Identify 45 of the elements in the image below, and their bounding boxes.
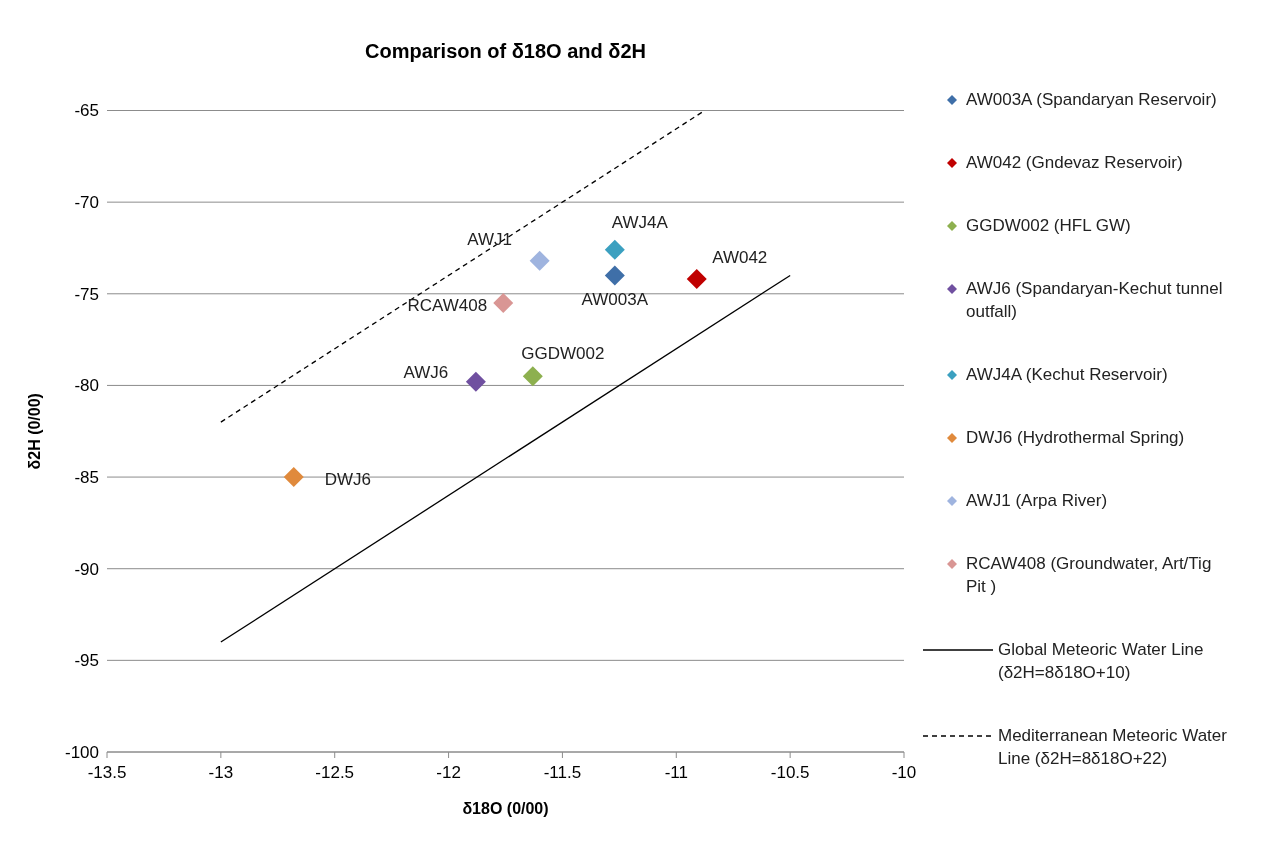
x-tick-label: -13 — [208, 763, 234, 782]
annotation: GGDW002 — [521, 344, 605, 364]
annotation: AW003A — [581, 290, 649, 310]
y-tick-label: -65 — [74, 101, 99, 121]
y-axis-title: δ2H (0/00) — [26, 393, 43, 470]
legend-label: Global Meteoric Water Line (δ2H=8δ18O+10) — [998, 640, 1204, 682]
x-tick-label: -11 — [664, 763, 688, 782]
legend-label: Mediterranean Meteoric Water Line (δ2H=8δ18O+22) — [998, 726, 1228, 768]
point — [522, 366, 543, 387]
y-tick-label: -70 — [74, 193, 99, 213]
y-tick-label: -85 — [74, 468, 99, 488]
point — [529, 250, 550, 271]
x-tick-label: -12 — [436, 763, 461, 782]
legend-label: AW042 (Gndevaz Reservoir) — [966, 153, 1183, 172]
x-tick-label: -11.5 — [543, 763, 582, 782]
x-tick-label: -12.5 — [315, 763, 355, 782]
point — [465, 371, 486, 392]
y-tick-label: -80 — [74, 376, 99, 396]
chart-title: Comparison of δ18O and δ2H — [365, 40, 646, 62]
legend-label: AWJ4A (Kechut Reservoir) — [966, 365, 1168, 384]
point — [686, 269, 707, 290]
point — [283, 467, 304, 488]
y-tick-label: -95 — [74, 651, 99, 671]
legend-label: AW003A (Spandaryan Reservoir) — [966, 90, 1217, 109]
point — [493, 292, 514, 313]
legend-label: DWJ6 (Hydrothermal Spring) — [966, 428, 1185, 447]
point — [604, 239, 625, 260]
legend-label: GGDW002 (HFL GW) — [966, 216, 1131, 235]
legend-label: AWJ6 (Spandaryan-Kechut tunnel outfall) — [966, 279, 1223, 321]
annotation: RCAW408 — [407, 295, 488, 315]
y-tick-label: -75 — [74, 284, 99, 304]
x-axis-title: δ18O (0/00) — [462, 800, 549, 817]
annotation: AWJ6 — [403, 362, 449, 382]
point — [604, 265, 625, 286]
y-tick-label: -100 — [64, 742, 99, 762]
annotation: AWJ4A — [611, 212, 669, 232]
x-tick-label: -10.5 — [770, 763, 810, 782]
annotation: DWJ6 — [324, 470, 372, 490]
x-tick-label: -10 — [891, 763, 917, 782]
annotation: AW042 — [712, 248, 768, 268]
y-tick-label: -90 — [74, 559, 99, 579]
x-tick-label: -13.5 — [87, 763, 127, 782]
legend-label: RCAW408 (Groundwater, Art/Tig Pit ) — [966, 554, 1212, 596]
legend-label: AWJ1 (Arpa River) — [966, 491, 1108, 510]
annotation: AWJ1 — [467, 229, 513, 249]
